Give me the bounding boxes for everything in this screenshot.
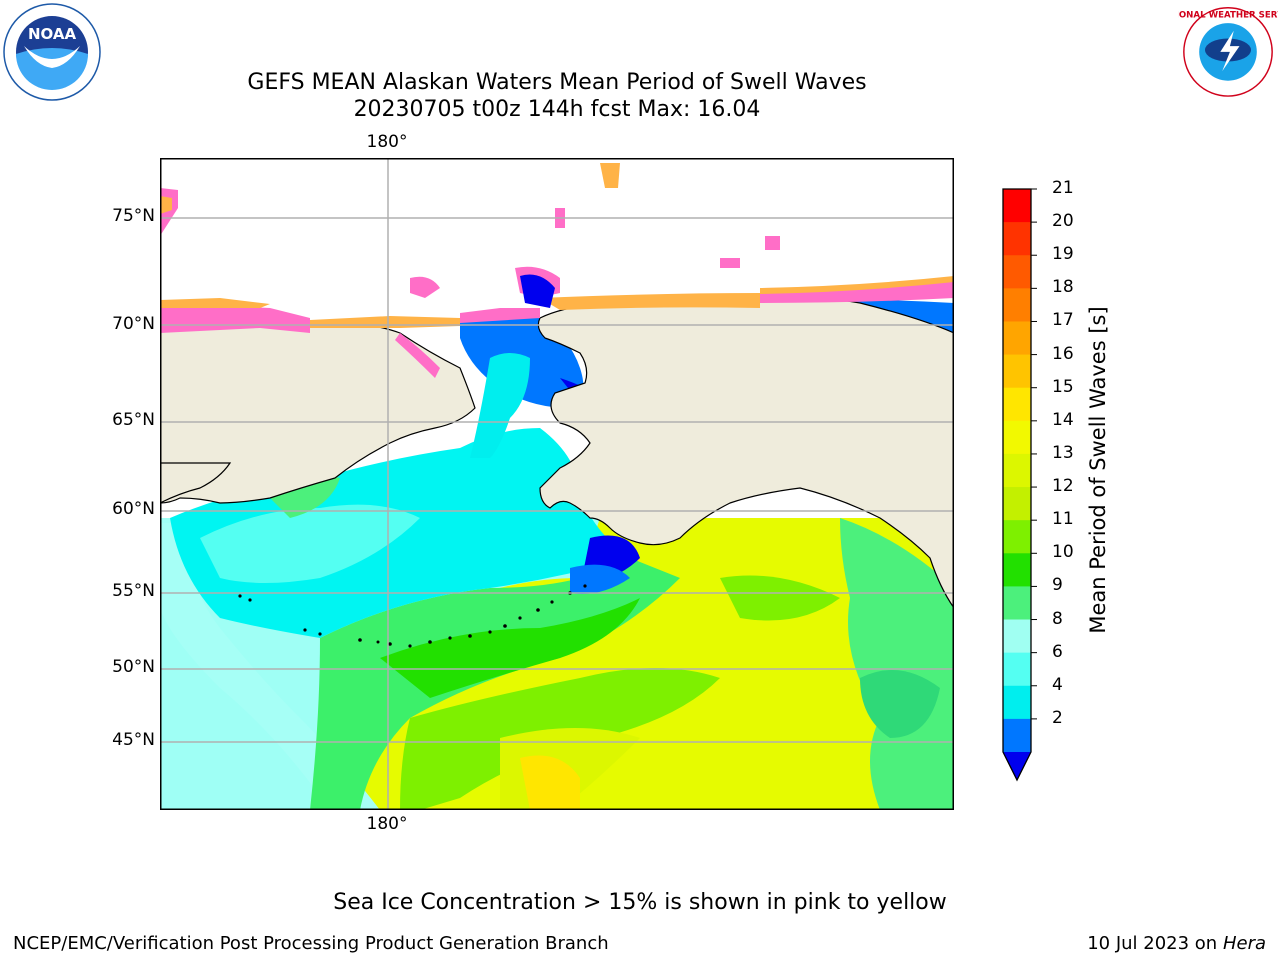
lat-label-75: 75°N: [112, 206, 155, 226]
colorbar-tick-label: 2: [1052, 707, 1063, 728]
colorbar-segment: [1003, 520, 1031, 554]
footer-machine: Hera: [1222, 933, 1266, 954]
alaska-land: [537, 295, 954, 610]
colorbar-tick-label: 11: [1052, 509, 1074, 530]
colorbar-tick-label: 13: [1052, 442, 1074, 463]
map-title: GEFS MEAN Alaskan Waters Mean Period of …: [247, 70, 867, 95]
footer-credit: NCEP/EMC/Verification Post Processing Pr…: [13, 933, 609, 954]
colorbar-segments: [1003, 189, 1031, 753]
nws-logo: NATIONAL WEATHER SERVICE: [1178, 7, 1278, 97]
colorbar-segment: [1003, 685, 1031, 720]
lat-label-50: 50°N: [112, 657, 155, 677]
map-subtitle: 20230705 t00z 144h fcst Max: 16.04: [353, 97, 761, 122]
colorbar-segment: [1003, 255, 1031, 289]
sea-ice-note: Sea Ice Concentration > 15% is shown in …: [333, 890, 947, 915]
colorbar-extend-triangle: [1003, 752, 1031, 780]
colorbar-tick-label: 16: [1052, 343, 1074, 364]
colorbar-label: Mean Period of Swell Waves [s]: [1086, 306, 1110, 634]
colorbar-segment: [1003, 321, 1031, 356]
colorbar-segment: [1003, 420, 1031, 455]
swell-period-map: [160, 158, 954, 810]
colorbar-segment: [1003, 586, 1031, 621]
colorbar-segment: [1003, 288, 1031, 322]
lat-label-70: 70°N: [112, 314, 155, 334]
colorbar-segment: [1003, 718, 1031, 753]
colorbar-tick-label: 18: [1052, 277, 1074, 298]
colorbar-tick-label: 9: [1052, 575, 1063, 596]
noaa-logo-text: NOAA: [28, 25, 77, 43]
colorbar-tick-label: 4: [1052, 674, 1063, 695]
lat-label-55: 55°N: [112, 581, 155, 601]
nws-logo-text: NATIONAL WEATHER SERVICE: [1178, 10, 1278, 20]
ocean-green-east: [840, 518, 954, 810]
colorbar-segment: [1003, 222, 1031, 256]
colorbar-segment: [1003, 553, 1031, 587]
colorbar-segment: [1003, 354, 1031, 389]
colorbar-segment: [1003, 652, 1031, 687]
lat-label-45: 45°N: [112, 730, 155, 750]
colorbar-outline: [1002, 188, 1032, 782]
colorbar-tick-label: 17: [1052, 310, 1074, 331]
lon-label-top: 180°: [366, 132, 408, 152]
lat-label-60: 60°N: [112, 499, 155, 519]
colorbar-tick-label: 10: [1052, 542, 1074, 563]
lat-label-65: 65°N: [112, 410, 155, 430]
colorbar: [1002, 188, 1037, 782]
colorbar-tick-label: 8: [1052, 608, 1063, 629]
lon-label-bottom: 180°: [366, 814, 408, 834]
land-masses: [160, 295, 954, 610]
aleutian-islands: [238, 584, 587, 648]
colorbar-segment: [1003, 453, 1031, 488]
colorbar-tick-label: 20: [1052, 211, 1074, 232]
colorbar-tick-label: 12: [1052, 476, 1074, 497]
graticule: [160, 158, 954, 810]
colorbar-tick-label: 15: [1052, 376, 1074, 397]
colorbar-tick-label: 19: [1052, 244, 1074, 265]
colorbar-segment: [1003, 189, 1031, 223]
colorbar-segment: [1003, 619, 1031, 654]
colorbar-segment: [1003, 387, 1031, 422]
footer-date: 10 Jul 2023 on Hera: [1087, 933, 1266, 954]
colorbar-tick-label: 14: [1052, 409, 1074, 430]
colorbar-segment: [1003, 487, 1031, 521]
colorbar-tick-label: 6: [1052, 641, 1063, 662]
noaa-logo: NOAA: [3, 3, 101, 101]
map-frame: [160, 158, 954, 810]
colorbar-tick-label: 21: [1052, 178, 1074, 198]
footer-date-text: 10 Jul 2023 on: [1087, 933, 1218, 954]
